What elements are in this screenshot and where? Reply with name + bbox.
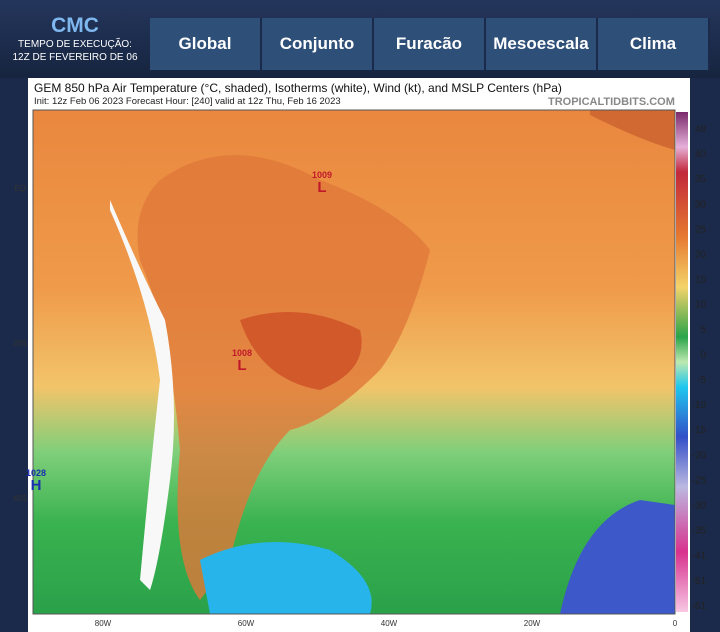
nav-button[interactable]: Mesoescala [486, 18, 598, 70]
nav-button[interactable]: Furacão [374, 18, 486, 70]
cold-pool [560, 500, 675, 614]
warm-core [240, 312, 362, 390]
nav: Global Conjunto Furacão Mesoescala Clima [150, 18, 710, 70]
nav-button[interactable]: Conjunto [262, 18, 374, 70]
colorbar-label: -61 [692, 601, 707, 612]
pressure-value: 1028 [26, 468, 46, 478]
colorbar-label: 35 [695, 174, 707, 185]
map-title: GEM 850 hPa Air Temperature (°C, shaded)… [34, 81, 562, 95]
nav-button[interactable]: Global [150, 18, 262, 70]
colorbar-label: -25 [692, 475, 707, 486]
logo: CMC TEMPO DE EXECUÇÃO: 12Z DE FEVEREIRO … [0, 14, 150, 64]
pressure-symbol: L [317, 179, 326, 196]
colorbar-label: 25 [695, 224, 707, 235]
colorbar-label: -20 [692, 450, 707, 461]
lon-label: 20W [524, 619, 541, 628]
africa [590, 110, 675, 150]
lat-label: 40S [13, 494, 27, 503]
lat-label: EQ [14, 184, 26, 193]
colorbar-label: 40 [695, 149, 707, 160]
run-time: 12Z DE FEVEREIRO DE 06 [12, 52, 138, 63]
colorbar-label: 5 [700, 325, 706, 336]
lon-label: 0 [673, 619, 678, 628]
colorbar-label: -41 [692, 551, 707, 562]
colorbar-label: 20 [695, 250, 707, 261]
lon-label: 40W [381, 619, 398, 628]
colorbar-label: 0 [700, 350, 706, 361]
colorbar-label: 48 [695, 124, 707, 135]
colorbar [676, 112, 688, 612]
run-label: TEMPO DE EXECUÇÃO: [18, 39, 132, 50]
colorbar-label: 15 [695, 275, 707, 286]
header: CMC TEMPO DE EXECUÇÃO: 12Z DE FEVEREIRO … [0, 0, 720, 78]
colorbar-label: -35 [692, 526, 707, 537]
colorbar-label: 10 [695, 300, 707, 311]
pressure-symbol: H [31, 477, 42, 494]
pressure-symbol: L [237, 357, 246, 374]
colorbar-label: -30 [692, 501, 707, 512]
model-name: CMC [51, 14, 99, 37]
pressure-value: 1009 [312, 170, 332, 180]
cold-pool [200, 542, 372, 614]
nav-button[interactable]: Clima [598, 18, 710, 70]
lon-label: 60W [238, 619, 255, 628]
pressure-value: 1008 [232, 348, 252, 358]
credit: TROPICALTIDBITS.COM [548, 96, 675, 108]
lon-label: 80W [95, 619, 112, 628]
colorbar-label: 30 [695, 199, 707, 210]
map-frame [32, 109, 676, 615]
andes [110, 200, 174, 590]
lat-label: 20S [13, 339, 27, 348]
colorbar-label: -15 [692, 425, 707, 436]
map-subtitle: Init: 12z Feb 06 2023 Forecast Hour: [24… [34, 96, 341, 107]
colorbar-label: -51 [692, 576, 707, 587]
land [137, 155, 430, 600]
colorbar-label: -10 [692, 400, 707, 411]
colorbar-label: -5 [697, 375, 706, 386]
